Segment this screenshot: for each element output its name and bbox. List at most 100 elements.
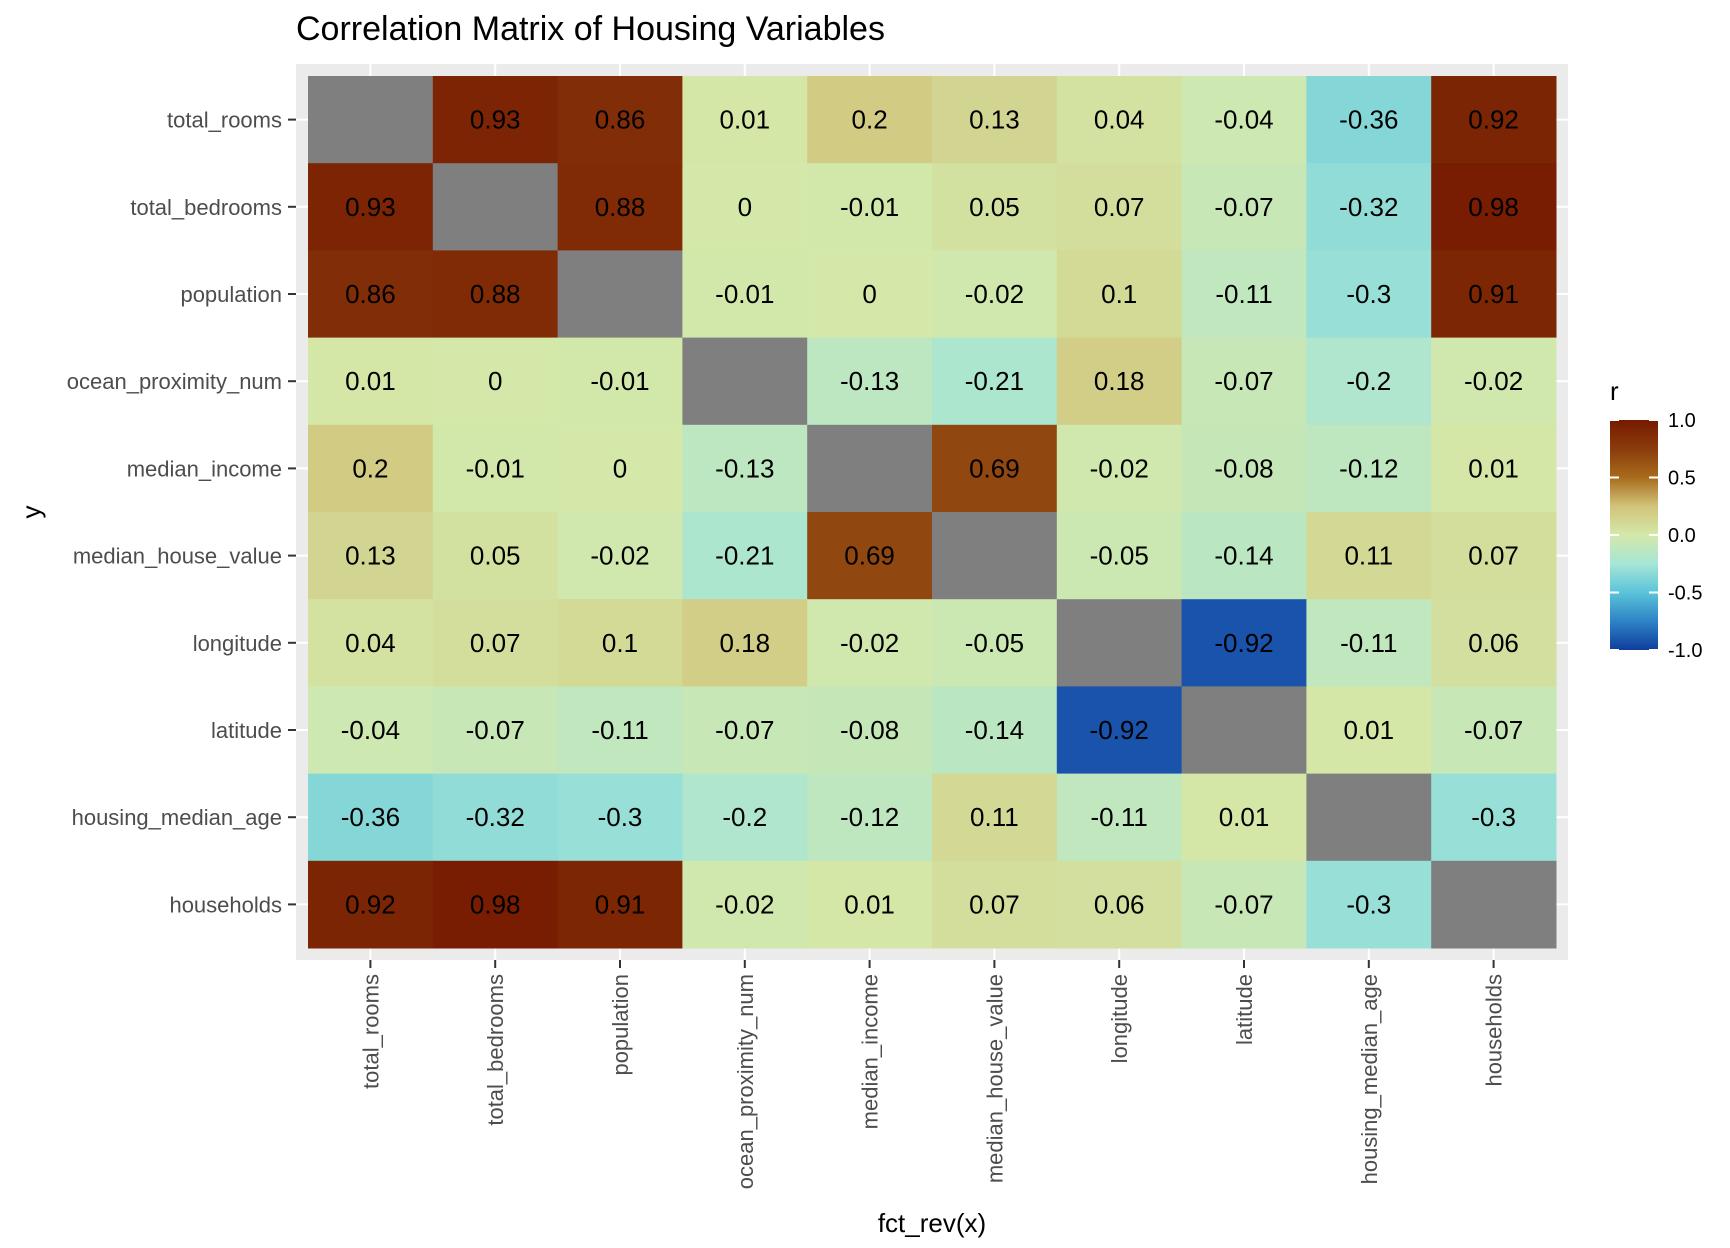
heatmap-cell bbox=[807, 773, 933, 862]
cell-value-label: 0 bbox=[738, 192, 752, 222]
cell-value-label: -0.2 bbox=[1346, 366, 1391, 396]
heatmap-cell bbox=[432, 686, 559, 775]
x-tick-label: households bbox=[1482, 974, 1507, 1087]
cell-value-label: -0.02 bbox=[965, 279, 1024, 309]
heatmap-cell bbox=[932, 250, 1058, 339]
legend-tick-label: 0.0 bbox=[1668, 525, 1696, 547]
heatmap-cell bbox=[1431, 599, 1557, 687]
cell-value-label: 0.93 bbox=[470, 105, 521, 135]
x-tick-label: latitude bbox=[1232, 974, 1257, 1045]
heatmap-cell bbox=[1306, 686, 1432, 775]
heatmap-cell bbox=[807, 686, 933, 775]
cell-value-label: -0.13 bbox=[715, 453, 774, 483]
heatmap-cell bbox=[1056, 512, 1183, 600]
cell-value-label: -0.07 bbox=[1214, 889, 1273, 919]
cell-value-label: 0.04 bbox=[345, 628, 396, 658]
heatmap-cell bbox=[932, 424, 1058, 513]
heatmap-cell bbox=[1306, 163, 1432, 251]
cell-value-label: -0.36 bbox=[341, 802, 400, 832]
x-tick-label: ocean_proximity_num bbox=[733, 974, 758, 1189]
heatmap-cell bbox=[308, 163, 434, 251]
heatmap-cell bbox=[557, 599, 683, 687]
x-tick-label: total_rooms bbox=[358, 974, 383, 1089]
cell-value-label: -0.05 bbox=[1090, 541, 1149, 571]
cell-value-label: 0.2 bbox=[852, 105, 888, 135]
chart-title: Correlation Matrix of Housing Variables bbox=[296, 10, 885, 48]
cell-value-label: 0.07 bbox=[969, 889, 1020, 919]
cell-value-label: -0.36 bbox=[1339, 105, 1398, 135]
heatmap-cell bbox=[557, 163, 683, 251]
cell-value-label: -0.11 bbox=[1091, 802, 1148, 832]
cell-value-label: -0.07 bbox=[715, 715, 774, 745]
heatmap-cell bbox=[1181, 512, 1307, 600]
cell-value-label: 0 bbox=[862, 279, 876, 309]
cell-value-label: -0.08 bbox=[1214, 453, 1273, 483]
heatmap-cell bbox=[682, 76, 808, 164]
cell-value-label: -0.2 bbox=[722, 802, 767, 832]
cell-value-label: 0.88 bbox=[470, 279, 521, 309]
heatmap-cell bbox=[1306, 424, 1432, 513]
heatmap-cell bbox=[682, 599, 808, 687]
heatmap-cell bbox=[1056, 76, 1183, 164]
heatmap-cell bbox=[1306, 773, 1432, 862]
heatmap-cell bbox=[557, 424, 683, 513]
heatmap-cell bbox=[557, 250, 683, 339]
heatmap-cell bbox=[308, 686, 434, 775]
cell-value-label: -0.07 bbox=[1214, 366, 1273, 396]
heatmap-cell bbox=[1181, 250, 1307, 339]
heatmap-cell bbox=[932, 860, 1058, 949]
heatmap-cell bbox=[1431, 76, 1557, 164]
heatmap-cell bbox=[308, 424, 434, 513]
cell-value-label: 0.07 bbox=[1468, 541, 1519, 571]
heatmap-cell bbox=[682, 512, 808, 600]
heatmap-cell bbox=[1431, 686, 1557, 775]
x-tick-label: population bbox=[608, 974, 633, 1076]
cell-value-label: -0.02 bbox=[590, 541, 649, 571]
heatmap-cell bbox=[432, 773, 559, 862]
cell-value-label: -0.02 bbox=[1464, 366, 1523, 396]
heatmap-cell bbox=[1056, 424, 1183, 513]
cell-value-label: -0.01 bbox=[840, 192, 899, 222]
y-tick-label: population bbox=[180, 282, 282, 307]
cell-value-label: 0 bbox=[488, 366, 502, 396]
heatmap-cell bbox=[308, 512, 434, 600]
cell-value-label: 0.69 bbox=[969, 453, 1020, 483]
cell-value-label: 0.69 bbox=[844, 541, 895, 571]
cell-value-label: -0.01 bbox=[466, 453, 525, 483]
heatmap-cell bbox=[432, 599, 559, 687]
cell-value-label: -0.12 bbox=[1339, 453, 1398, 483]
heatmap-cell bbox=[1431, 512, 1557, 600]
legend-tick-label: -0.5 bbox=[1668, 583, 1702, 605]
x-tick-label: total_bedrooms bbox=[483, 974, 508, 1126]
y-axis: total_rooms total_bedrooms population ocean… bbox=[67, 108, 296, 917]
y-tick-label: latitude bbox=[211, 718, 282, 743]
heatmap-cell bbox=[1181, 424, 1307, 513]
y-tick-label: total_rooms bbox=[167, 108, 282, 133]
cell-value-label: -0.12 bbox=[840, 802, 899, 832]
heatmap-cell bbox=[308, 337, 434, 426]
cell-value-label: 0.07 bbox=[1094, 192, 1145, 222]
heatmap-cell bbox=[432, 424, 559, 513]
y-tick-label: households bbox=[169, 892, 282, 917]
cell-value-label: -0.11 bbox=[1340, 628, 1397, 658]
heatmap-cell bbox=[1181, 337, 1307, 426]
x-axis-title: fct_rev(x) bbox=[878, 1208, 986, 1238]
cell-value-label: 0.86 bbox=[595, 105, 646, 135]
cell-value-label: 0.13 bbox=[345, 541, 396, 571]
cell-value-label: -0.02 bbox=[1090, 453, 1149, 483]
cell-value-label: -0.14 bbox=[1214, 541, 1273, 571]
cell-value-label: -0.08 bbox=[840, 715, 899, 745]
y-tick-label: median_income bbox=[127, 456, 282, 481]
cell-value-label: 0.91 bbox=[595, 889, 646, 919]
heatmap-cell bbox=[1306, 860, 1432, 949]
heatmap-cells bbox=[308, 76, 1557, 949]
heatmap-cell bbox=[1431, 424, 1557, 513]
heatmap-cell bbox=[1306, 250, 1432, 339]
heatmap-cell bbox=[682, 773, 808, 862]
cell-value-label: -0.32 bbox=[1339, 192, 1398, 222]
cell-value-label: 0.01 bbox=[1219, 802, 1270, 832]
cell-value-label: -0.07 bbox=[1214, 192, 1273, 222]
heatmap-cell bbox=[557, 76, 683, 164]
heatmap-cell bbox=[432, 512, 559, 600]
